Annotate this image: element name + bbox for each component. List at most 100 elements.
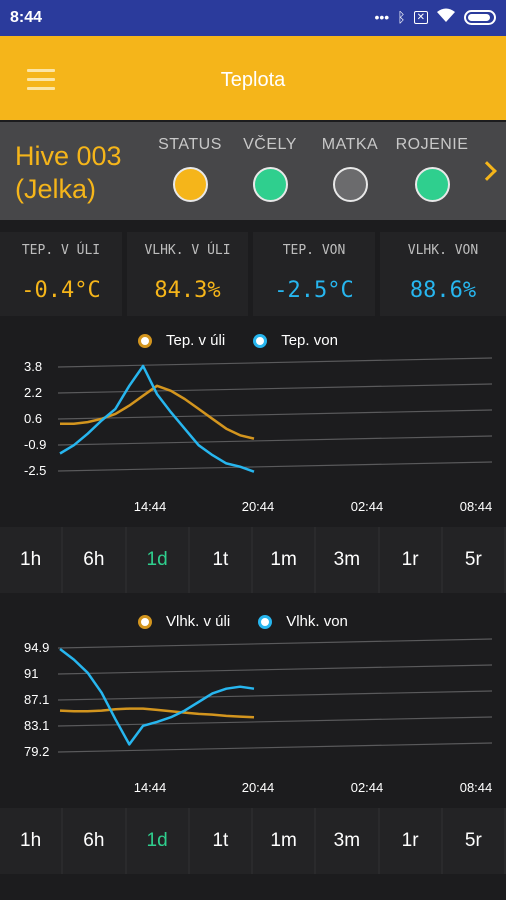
gridline [57, 409, 493, 420]
legend-label: Tep. von [281, 332, 338, 349]
status-label: STATUS [158, 136, 222, 153]
x-tick-label: 20:44 [242, 499, 275, 514]
hive-header: Hive 003 (Jelka) STATUS VČELY MATKA ROJE… [0, 122, 506, 220]
range-button-6h[interactable]: 6h [63, 808, 127, 874]
y-tick-label: 2.2 [24, 385, 42, 400]
readings-row: TEP. V ÚLI -0.4°C VLHK. V ÚLI 84.3% TEP.… [0, 232, 506, 316]
range-button-6h[interactable]: 6h [63, 527, 127, 593]
range-button-1m[interactable]: 1m [253, 527, 317, 593]
rojenie-dot [414, 167, 450, 202]
gridline [57, 383, 493, 394]
range-button-5r[interactable]: 5r [442, 527, 506, 593]
series-line-0 [60, 384, 255, 440]
x-box-icon: ✕ [413, 10, 428, 24]
legend-item: Tep. v úli [138, 332, 225, 349]
series-line-1 [59, 648, 255, 746]
range-button-5r[interactable]: 5r [442, 808, 506, 874]
y-tick-label: 94.9 [24, 640, 49, 655]
hive-name-line1: Hive 003 [15, 141, 122, 171]
chart-plot: 3.8 2.2 0.6 -0.9 -2.5 14:44 20:44 02:44 08:44 [24, 357, 493, 514]
range-button-1d[interactable]: 1d [126, 808, 190, 874]
x-tick-label: 20:44 [242, 780, 275, 795]
rojenie-label: ROJENIE [395, 136, 469, 153]
legend-item: Tep. von [253, 332, 338, 349]
hamburger-icon[interactable] [27, 69, 55, 90]
reading-value: 84.3% [154, 278, 221, 303]
reading-card-hum-outside: VLHK. VON 88.6% [380, 232, 506, 316]
chart-plot: 94.9 91 87.1 83.1 79.2 14:44 20:44 02:44 08:44 [24, 638, 493, 795]
series-line-0 [59, 707, 255, 719]
range-button-1m[interactable]: 1m [253, 808, 317, 874]
legend-label: Vlhk. von [286, 613, 348, 630]
gridline [57, 690, 493, 701]
x-tick-label: 02:44 [351, 499, 384, 514]
gridline [57, 638, 493, 649]
y-tick-label: 83.1 [24, 718, 49, 733]
battery-icon [464, 9, 496, 25]
range-button-1t[interactable]: 1t [189, 808, 253, 874]
range-button-1r[interactable]: 1r [379, 527, 443, 593]
y-tick-label: 79.2 [24, 744, 49, 759]
legend-marker [258, 614, 273, 629]
time-range-selector: 1h 6h 1d 1t 1m 3m 1r 5r [0, 527, 506, 593]
status-indicator-vcely: VČELY [225, 136, 315, 202]
x-tick-label: 08:44 [460, 780, 493, 795]
reading-label: TEP. VON [282, 243, 346, 258]
chevron-right-icon[interactable] [477, 161, 497, 181]
app-bar: Teplota [0, 36, 506, 120]
wifi-icon [436, 8, 456, 26]
range-button-3m[interactable]: 3m [316, 527, 380, 593]
reading-card-hum-inside: VLHK. V ÚLI 84.3% [127, 232, 248, 316]
hive-name[interactable]: Hive 003 (Jelka) [15, 140, 122, 206]
range-button-1t[interactable]: 1t [189, 527, 253, 593]
gridline [57, 357, 493, 368]
time-range-selector: 1h 6h 1d 1t 1m 3m 1r 5r [0, 808, 506, 874]
x-tick-label: 14:44 [134, 780, 167, 795]
legend-item: Vlhk. von [258, 613, 348, 630]
vcely-dot [252, 167, 288, 202]
status-indicator-rojenie: ROJENIE [387, 136, 477, 202]
legend-item: Vlhk. v úli [138, 613, 230, 630]
reading-label: VLHK. V ÚLI [144, 243, 231, 258]
x-tick-label: 02:44 [351, 780, 384, 795]
y-tick-label: 3.8 [24, 359, 42, 374]
range-button-3m[interactable]: 3m [316, 808, 380, 874]
legend-label: Tep. v úli [166, 332, 226, 349]
y-tick-label: -0.9 [24, 437, 46, 452]
reading-card-temp-inside: TEP. V ÚLI -0.4°C [0, 232, 122, 316]
range-button-1h[interactable]: 1h [0, 808, 64, 874]
series-line-1 [59, 364, 255, 473]
chart-legend: Vlhk. v úli Vlhk. von [138, 613, 348, 630]
temperature-chart: Tep. v úli Tep. von 3.8 2.2 0.6 -0.9 -2.5 14:… [0, 324, 506, 524]
range-button-1h[interactable]: 1h [0, 527, 64, 593]
reading-label: VLHK. VON [407, 243, 479, 258]
status-icons: ••• ᛒ ✕ [374, 8, 496, 26]
status-time: 8:44 [10, 9, 43, 26]
page-title: Teplota [220, 69, 286, 91]
dots-icon: ••• [374, 9, 390, 25]
status-indicator-matka: MATKA [305, 136, 395, 202]
y-tick-label: 91 [24, 666, 38, 681]
reading-value: -2.5°C [274, 278, 354, 303]
gridline [57, 716, 493, 727]
range-button-1d[interactable]: 1d [126, 527, 190, 593]
gridline [57, 435, 493, 446]
status-dot [172, 167, 208, 202]
legend-marker [138, 614, 152, 629]
gridline [57, 461, 493, 472]
hive-name-line2: (Jelka) [15, 174, 97, 204]
chart-legend: Tep. v úli Tep. von [138, 332, 338, 349]
reading-value: 88.6% [409, 278, 477, 303]
legend-marker [138, 333, 152, 348]
x-tick-label: 08:44 [460, 499, 493, 514]
bluetooth-icon: ᛒ [397, 9, 406, 25]
y-tick-label: 0.6 [24, 411, 42, 426]
legend-marker [253, 333, 268, 348]
matka-dot [332, 167, 368, 202]
legend-label: Vlhk. v úli [166, 613, 231, 630]
range-button-1r[interactable]: 1r [379, 808, 443, 874]
humidity-chart: Vlhk. v úli Vlhk. von 94.9 91 87.1 83.1 79.2… [0, 605, 506, 805]
matka-label: MATKA [321, 136, 379, 153]
vcely-label: VČELY [243, 136, 297, 153]
status-bar: 8:44 ••• ᛒ ✕ [0, 0, 506, 36]
